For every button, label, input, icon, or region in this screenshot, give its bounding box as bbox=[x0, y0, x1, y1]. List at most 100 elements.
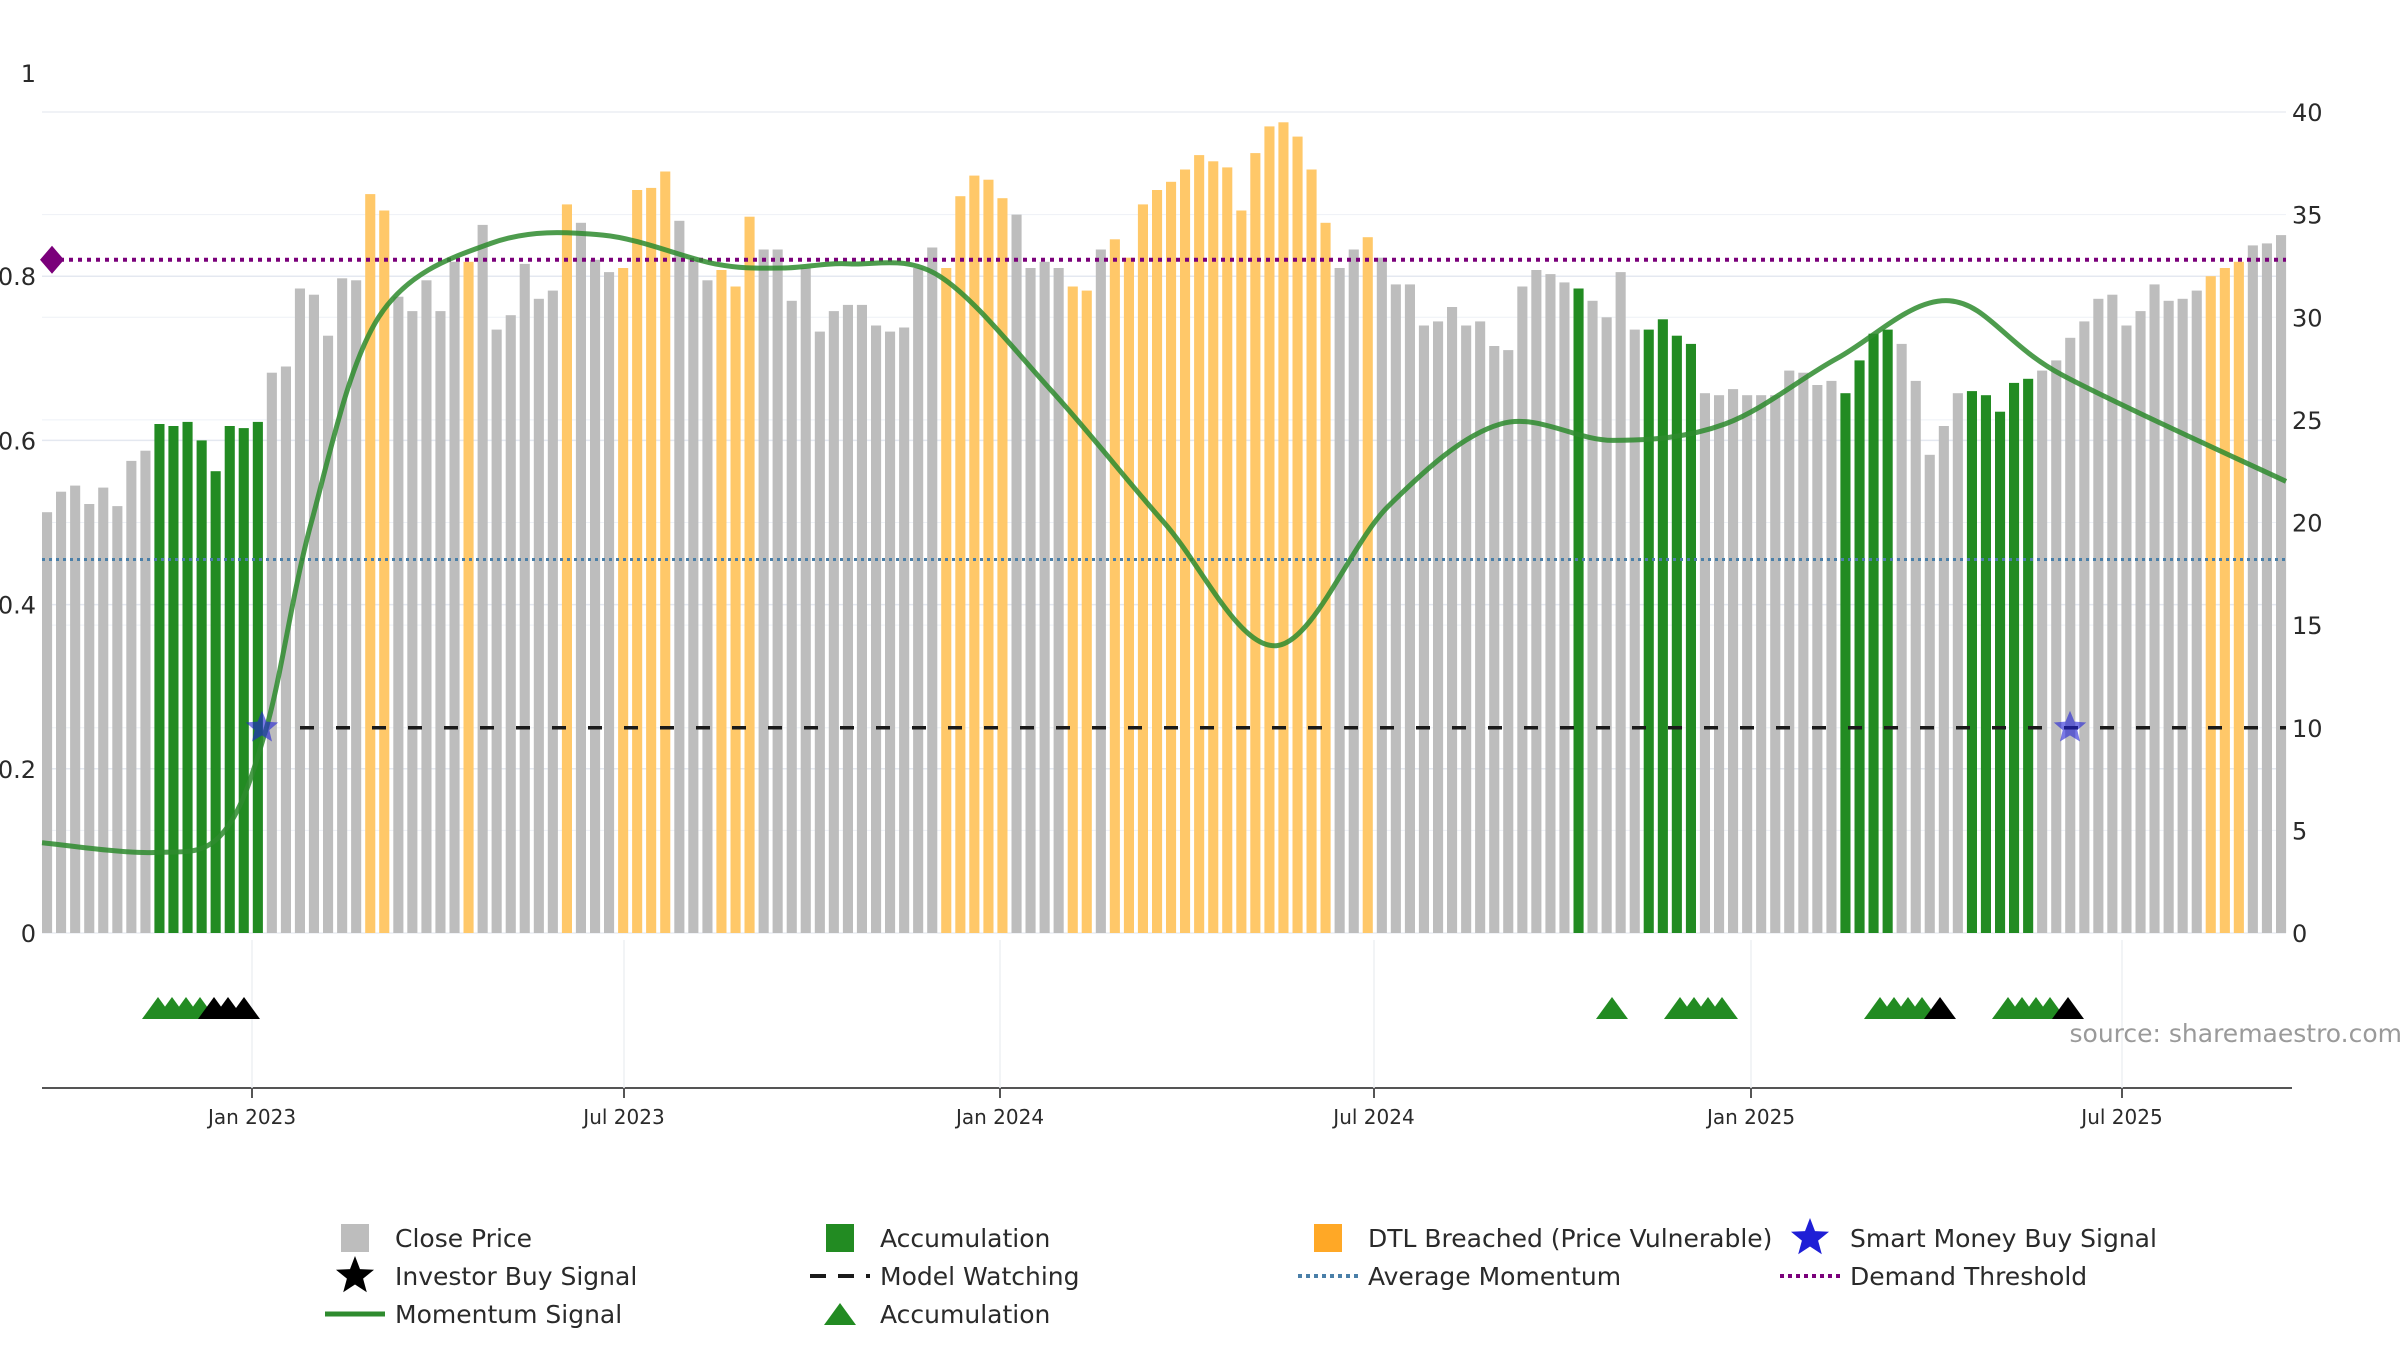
legend-label: DTL Breached (Price Vulnerable) bbox=[1368, 1224, 1772, 1253]
close-price-bar bbox=[449, 261, 460, 933]
dtl-breached-bar bbox=[716, 270, 727, 933]
close-price-bar bbox=[2107, 294, 2118, 933]
legend-item: Accumulation bbox=[824, 1300, 1050, 1329]
accumulation-bar bbox=[1980, 395, 1991, 933]
accumulation-bar bbox=[1868, 333, 1879, 933]
accumulation-bar bbox=[1840, 393, 1851, 933]
dtl-breached-bar bbox=[983, 179, 994, 933]
x-tick-label: Jan 2023 bbox=[206, 1105, 296, 1129]
close-price-bar bbox=[1011, 214, 1022, 934]
right-tick-label: 30 bbox=[2292, 304, 2323, 332]
close-price-bar bbox=[885, 331, 896, 934]
accumulation-bar bbox=[196, 440, 207, 933]
dtl-breached-bar bbox=[1292, 136, 1303, 934]
close-price-bar bbox=[1615, 272, 1626, 934]
close-price-bar bbox=[421, 280, 432, 933]
close-price-bar bbox=[1714, 395, 1725, 933]
dtl-breached-bar bbox=[1236, 210, 1247, 933]
legend: Close Price Accumulation DTL Breached (Pri… bbox=[325, 1218, 2157, 1329]
dtl-breached-bar bbox=[1320, 222, 1331, 934]
close-price-bar bbox=[2037, 370, 2048, 934]
close-price-bar bbox=[1475, 321, 1486, 933]
close-price-bar bbox=[1545, 274, 1556, 934]
close-price-bar bbox=[1531, 270, 1542, 933]
accumulation-bar bbox=[2023, 378, 2034, 933]
close-price-bar bbox=[1910, 380, 1921, 933]
close-price-bar bbox=[126, 460, 137, 933]
accumulation-bar bbox=[154, 424, 165, 933]
close-price-bar bbox=[1699, 393, 1710, 933]
legend-label: Momentum Signal bbox=[395, 1300, 622, 1329]
left-tick-label: 0 bbox=[21, 920, 36, 948]
close-price-bar bbox=[1728, 389, 1739, 934]
dtl-breached-bar bbox=[969, 175, 980, 934]
right-axis-ticks: 0 5 10 15 20 25 30 35 40 bbox=[2292, 99, 2323, 948]
close-price-bar bbox=[112, 506, 123, 933]
left-tick-label: 0.6 bbox=[0, 427, 36, 455]
dtl-breached-bar bbox=[1278, 122, 1289, 934]
close-price-bar bbox=[1025, 268, 1036, 933]
close-price-bar bbox=[2177, 298, 2188, 933]
accumulation-swatch bbox=[826, 1224, 854, 1252]
legend-label: Smart Money Buy Signal bbox=[1850, 1224, 2157, 1253]
close-price-bar bbox=[2163, 300, 2174, 933]
close-price-bar bbox=[842, 304, 853, 933]
accumulation-bar bbox=[1854, 360, 1865, 933]
accumulation-bar bbox=[1671, 335, 1682, 933]
close-price-bar bbox=[1390, 284, 1401, 933]
dtl-breached-bar bbox=[997, 198, 1008, 933]
x-tick-label: Jan 2025 bbox=[1705, 1105, 1795, 1129]
dtl-swatch bbox=[1314, 1224, 1342, 1252]
close-price-bar bbox=[2093, 298, 2104, 933]
legend-item: Accumulation bbox=[826, 1224, 1050, 1253]
close-price-bar bbox=[1601, 317, 1612, 934]
close-price-bar bbox=[2079, 321, 2090, 933]
legend-item: Smart Money Buy Signal bbox=[1791, 1218, 2157, 1255]
dtl-breached-bar bbox=[365, 194, 376, 934]
accumulation-triangle bbox=[1706, 997, 1738, 1019]
left-tick-label: 1 bbox=[21, 60, 36, 88]
accumulation-bar bbox=[252, 421, 263, 933]
close-price-bar bbox=[1924, 454, 1935, 933]
close-price-bar bbox=[1447, 307, 1458, 933]
close-price-bar bbox=[1503, 350, 1514, 934]
close-price-bar bbox=[42, 512, 53, 933]
left-tick-label: 0.4 bbox=[0, 592, 36, 620]
close-price-bar bbox=[547, 290, 558, 934]
close-price-bar bbox=[702, 280, 713, 933]
close-price-bar bbox=[435, 311, 446, 934]
close-price-bar bbox=[688, 259, 699, 933]
dtl-breached-bar bbox=[1250, 153, 1261, 934]
close-price-bar bbox=[856, 304, 867, 933]
close-price-bar bbox=[70, 485, 81, 933]
close-price-bar bbox=[56, 491, 67, 933]
close-price-bar bbox=[393, 296, 404, 933]
close-price-bar bbox=[1039, 261, 1050, 933]
price-bars bbox=[42, 122, 2287, 934]
close-price-bar bbox=[1742, 395, 1753, 933]
legend-item: Momentum Signal bbox=[325, 1300, 622, 1329]
dtl-breached-bar bbox=[1081, 290, 1092, 934]
close-price-bar bbox=[308, 294, 319, 933]
dtl-breached-bar bbox=[1166, 181, 1177, 934]
dtl-breached-bar bbox=[955, 196, 966, 933]
investor-triangle bbox=[228, 997, 260, 1019]
accumulation-bar bbox=[1966, 391, 1977, 934]
close-price-bar bbox=[814, 331, 825, 934]
close-price-swatch bbox=[341, 1224, 369, 1252]
right-tick-label: 20 bbox=[2292, 510, 2323, 538]
left-tick-label: 0.8 bbox=[0, 263, 36, 291]
dtl-breached-bar bbox=[632, 190, 643, 933]
accumulation-bar bbox=[224, 426, 235, 933]
dtl-breached-bar bbox=[1362, 237, 1373, 933]
legend-label: Demand Threshold bbox=[1850, 1262, 2087, 1291]
dtl-breached-bar bbox=[1137, 204, 1148, 933]
close-price-bar bbox=[1798, 372, 1809, 933]
reference-lines bbox=[40, 245, 2286, 730]
close-price-bar bbox=[140, 450, 151, 933]
close-price-bar bbox=[828, 311, 839, 934]
close-price-bar bbox=[519, 263, 530, 933]
signal-markers bbox=[245, 710, 2087, 742]
close-price-bar bbox=[1053, 268, 1064, 933]
